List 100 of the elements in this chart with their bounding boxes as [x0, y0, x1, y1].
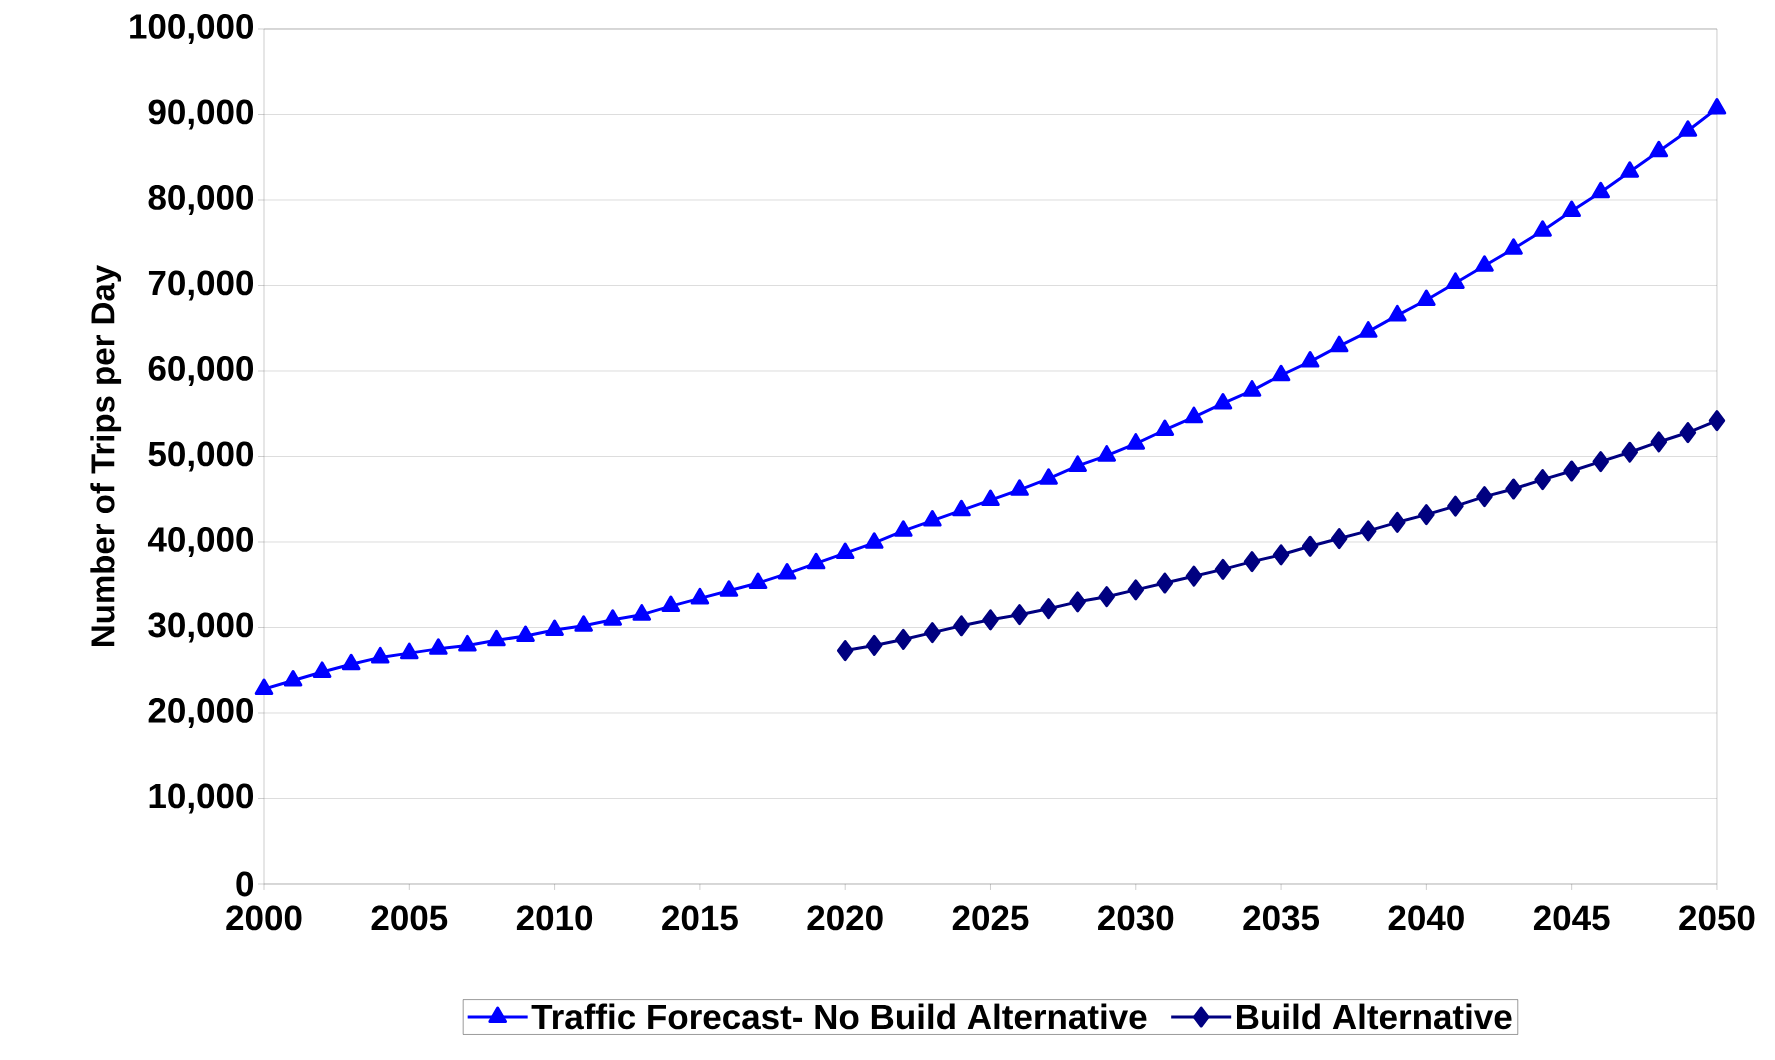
point — [487, 629, 506, 647]
point — [1040, 598, 1057, 620]
point — [953, 615, 970, 637]
point — [1358, 321, 1378, 338]
point — [1360, 520, 1377, 542]
x-tick-label: 2015 — [662, 905, 738, 931]
point — [1301, 535, 1319, 557]
point — [982, 609, 999, 631]
point — [806, 552, 826, 570]
point — [1708, 410, 1726, 432]
point — [1591, 181, 1611, 199]
point — [1417, 289, 1436, 307]
point — [1214, 558, 1232, 580]
point — [1475, 255, 1494, 272]
point — [719, 580, 739, 597]
point — [1213, 392, 1233, 410]
point — [1272, 544, 1290, 566]
point — [1504, 238, 1523, 255]
point — [1243, 551, 1261, 573]
point — [1650, 431, 1668, 453]
point — [1127, 579, 1145, 601]
point — [894, 520, 913, 537]
point — [400, 642, 419, 660]
point — [895, 628, 912, 650]
point — [632, 604, 652, 621]
point — [341, 653, 361, 671]
point — [1097, 445, 1117, 462]
y-tick-label: 90,000 — [148, 99, 254, 130]
point — [1476, 486, 1493, 508]
point — [1098, 586, 1115, 608]
legend-label: Traffic Forecast- No Build Alternative — [531, 1003, 1147, 1030]
point — [835, 542, 855, 560]
point — [1185, 565, 1203, 587]
point — [429, 638, 448, 655]
x-tick-label: 2000 — [226, 905, 302, 931]
y-tick-label: 80,000 — [148, 185, 254, 215]
y-tick-label: 60,000 — [148, 356, 254, 386]
point — [574, 615, 593, 632]
point — [1447, 495, 1464, 517]
point — [603, 609, 623, 626]
point — [1330, 528, 1348, 550]
point — [1562, 200, 1581, 218]
point — [370, 646, 390, 664]
point — [1011, 604, 1028, 626]
point — [690, 587, 710, 605]
point — [777, 563, 797, 580]
point — [1418, 504, 1435, 526]
point — [1010, 479, 1029, 496]
point — [866, 634, 883, 656]
point — [1156, 572, 1174, 594]
point — [1126, 433, 1146, 450]
y-tick-label: 100,000 — [130, 14, 254, 44]
point — [458, 634, 477, 652]
point — [1446, 272, 1465, 289]
point — [1242, 380, 1262, 397]
point — [1300, 351, 1320, 368]
point — [1068, 455, 1087, 472]
x-tick-label: 2035 — [1243, 905, 1320, 931]
y-tick-label: 10,000 — [149, 783, 254, 814]
point — [924, 622, 941, 644]
point — [1534, 469, 1551, 491]
point — [545, 619, 564, 637]
y-tick-label: 50,000 — [148, 441, 254, 472]
point — [981, 489, 1000, 507]
x-tick-label: 2030 — [1098, 905, 1174, 931]
point — [1679, 422, 1697, 444]
point — [516, 625, 535, 643]
x-tick-label: 2040 — [1388, 905, 1464, 931]
point — [1649, 140, 1669, 158]
x-tick-label: 2045 — [1533, 905, 1610, 931]
point — [1184, 406, 1204, 424]
point — [661, 595, 681, 613]
point — [1389, 511, 1406, 533]
point — [1329, 335, 1349, 353]
y-tick-label: 20,000 — [148, 698, 254, 728]
point — [836, 640, 854, 662]
point — [1592, 451, 1609, 473]
x-tick-label: 2020 — [807, 905, 883, 931]
point — [312, 661, 332, 678]
point — [1563, 460, 1580, 482]
point — [748, 572, 768, 590]
point — [1271, 364, 1291, 382]
point — [1069, 591, 1086, 613]
point — [1620, 161, 1640, 178]
point — [1621, 441, 1639, 463]
point — [1678, 120, 1698, 137]
point — [254, 678, 274, 696]
point — [1039, 468, 1058, 485]
x-tick-label: 2025 — [952, 905, 1029, 931]
point — [952, 499, 971, 517]
point — [1533, 220, 1552, 237]
point — [1155, 419, 1175, 436]
point — [283, 670, 303, 687]
point — [1707, 98, 1727, 115]
legend-label: Build Alternative — [1237, 1003, 1512, 1030]
y-tick-label: 40,000 — [147, 527, 254, 557]
y-tick-label: 30,000 — [148, 612, 254, 643]
x-tick-label: 2010 — [516, 905, 593, 931]
point — [864, 532, 884, 549]
y-tick-label: 0 — [236, 871, 254, 897]
